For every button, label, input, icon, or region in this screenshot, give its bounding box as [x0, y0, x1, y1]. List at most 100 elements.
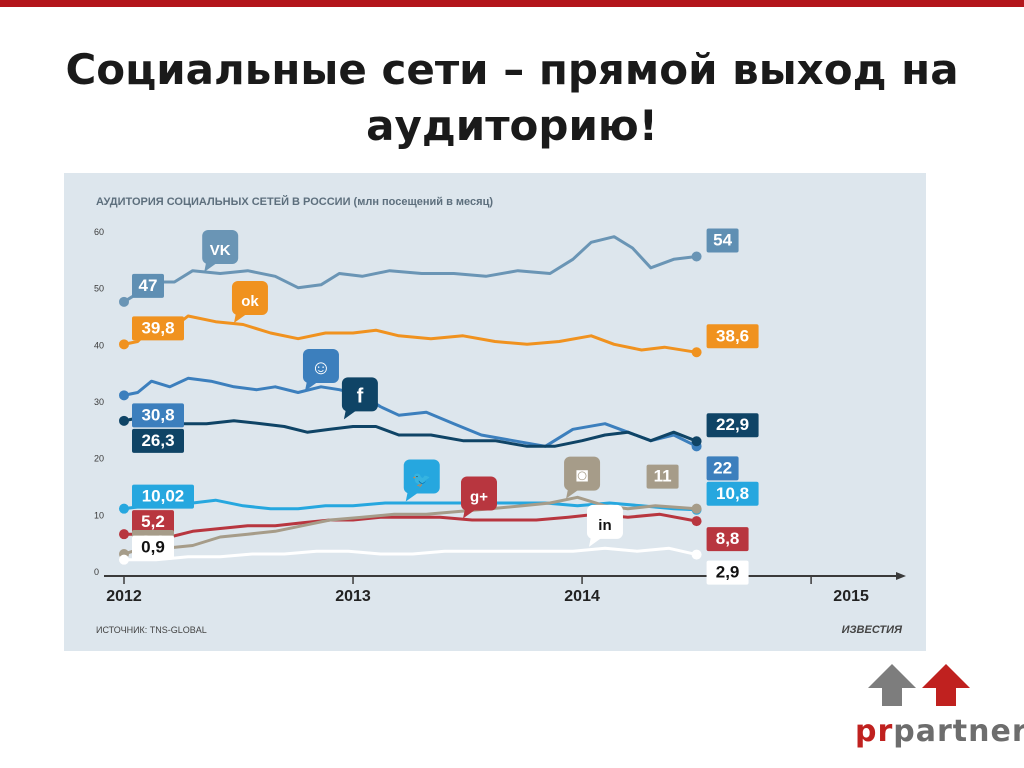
value-label-box-end-twitter: [706, 481, 759, 506]
linkedin-icon-bg: [586, 504, 623, 539]
chart-publisher: ИЗВЕСТИЯ: [842, 624, 903, 636]
facebook-icon: f: [357, 385, 364, 407]
value-label-box-start-facebook: [132, 428, 184, 453]
x-tick-label: 2013: [335, 588, 371, 605]
series-line-vk: [122, 235, 699, 304]
vk-icon: VK: [210, 242, 231, 259]
series-end-point-instagram: [691, 503, 702, 514]
value-label-end-googleplus: 8,8: [716, 529, 740, 548]
y-tick-label: 0: [94, 567, 99, 577]
chart-source: ИСТОЧНИК: TNS-GLOBAL: [96, 625, 207, 635]
vk-icon-tail: [204, 262, 219, 272]
googleplus-icon-bg: [461, 476, 497, 511]
twitter-icon-tail: [405, 491, 420, 502]
value-label-box-start-linkedin: [132, 535, 174, 560]
series-line-instagram: [122, 495, 699, 556]
series-end-point-googleplus: [691, 516, 702, 527]
value-label-box-end-linkedin: [706, 560, 749, 585]
logo-partner: partner: [893, 714, 1024, 749]
value-label-box-end-facebook: [706, 413, 759, 438]
value-label-box-end-instagram: [646, 464, 679, 489]
twitter-icon: 🐦: [412, 472, 431, 489]
chart-title: АУДИТОРИЯ СОЦИАЛЬНЫХ СЕТЕЙ В РОССИИ (млн…: [96, 195, 493, 208]
logo-pr: pr: [855, 714, 894, 749]
value-label-box-start-vk: [132, 273, 164, 298]
value-label-end-mailru: 22: [713, 458, 732, 477]
series-start-point-mailru: [119, 390, 129, 401]
vk-icon-bg: [202, 230, 239, 264]
value-label-start-twitter: 10,02: [142, 487, 185, 506]
x-tick-label: 2015: [833, 588, 869, 605]
value-label-start-linkedin: 0,9: [141, 538, 165, 557]
y-tick-label: 40: [94, 340, 104, 350]
series-start-point-googleplus: [119, 529, 129, 540]
value-label-start-vk: 47: [139, 276, 158, 295]
series-line-facebook: [122, 416, 699, 448]
value-label-box-end-vk: [706, 228, 739, 253]
series-line-linkedin: [122, 546, 699, 562]
series-end-point-vk: [691, 251, 702, 262]
y-tick-label: 60: [94, 227, 104, 237]
value-label-box-end-mailru: [706, 456, 739, 481]
value-label-box-end-googleplus: [706, 527, 749, 552]
slide-title: Социальные сети – прямой выход на аудито…: [0, 42, 1024, 154]
slide-title-line1: Социальные сети – прямой выход на: [65, 45, 959, 94]
series-line-googleplus: [122, 512, 699, 539]
value-label-end-instagram: 11: [654, 467, 672, 486]
chart-panel: АУДИТОРИЯ СОЦИАЛЬНЫХ СЕТЕЙ В РОССИИ (млн…: [64, 173, 926, 651]
googleplus-icon: g+: [470, 489, 488, 506]
instagram-icon-bg: [564, 456, 601, 491]
value-label-end-linkedin: 2,9: [716, 563, 740, 582]
prpartner-logo-text: prpartner: [855, 714, 1024, 749]
value-label-start-googleplus: 5,2: [141, 512, 165, 531]
value-label-start-ok: 39,8: [141, 318, 174, 337]
series-end-point-linkedin: [691, 549, 702, 560]
value-label-start-mailru: 30,8: [141, 405, 174, 424]
series-start-point-vk: [119, 296, 129, 307]
y-tick-label: 50: [94, 284, 104, 294]
red-up-arrow-icon: [922, 664, 970, 706]
instagram-icon-tail: [566, 488, 581, 499]
y-tick-label: 30: [94, 397, 104, 407]
value-label-box-start-ok: [132, 316, 184, 341]
series-start-point-ok: [119, 339, 129, 350]
value-label-box-start-twitter: [132, 484, 194, 509]
odnoklassniki-icon-bg: [231, 281, 268, 315]
twitter-icon-bg: [403, 459, 440, 494]
moimir-icon-bg: [302, 349, 339, 383]
moimir-icon: ☺: [311, 357, 331, 379]
slide-title-line2: аудиторию!: [366, 101, 658, 150]
linkedin-icon-tail: [588, 536, 603, 547]
value-label-end-vk: 54: [713, 231, 732, 250]
value-label-end-ok: 38,6: [716, 326, 749, 345]
googleplus-icon-tail: [463, 508, 477, 519]
series-line-ok: [122, 314, 699, 354]
x-axis-arrow: [896, 572, 906, 580]
top-accent-bar: [0, 0, 1024, 7]
series-end-point-ok: [691, 347, 702, 358]
series-end-point-facebook: [691, 436, 702, 447]
series-start-point-linkedin: [119, 554, 129, 565]
odnoklassniki-icon-tail: [233, 313, 248, 323]
value-label-end-twitter: 10,8: [716, 484, 749, 503]
facebook-icon-tail: [343, 409, 358, 420]
value-label-box-start-googleplus: [132, 510, 174, 535]
series-start-point-facebook: [119, 415, 129, 426]
gray-up-arrow-icon: [868, 664, 916, 706]
value-label-box-end-ok: [706, 324, 759, 349]
value-label-box-start-mailru: [132, 403, 184, 428]
instagram-icon: ◙: [576, 465, 588, 487]
y-tick-label: 20: [94, 454, 104, 464]
odnoklassniki-icon: ok: [241, 293, 259, 310]
y-tick-label: 10: [94, 510, 104, 520]
prpartner-logo-arrows: [868, 664, 970, 706]
line-chart: АУДИТОРИЯ СОЦИАЛЬНЫХ СЕТЕЙ В РОССИИ (млн…: [94, 195, 906, 636]
x-tick-label: 2012: [106, 588, 142, 605]
value-label-start-facebook: 26,3: [141, 431, 174, 450]
moimir-icon-tail: [304, 381, 319, 391]
facebook-icon-bg: [341, 377, 378, 412]
linkedin-icon: in: [598, 517, 611, 534]
x-tick-label: 2014: [564, 588, 600, 605]
series-start-point-twitter: [119, 503, 129, 514]
value-label-end-facebook: 22,9: [716, 415, 749, 434]
